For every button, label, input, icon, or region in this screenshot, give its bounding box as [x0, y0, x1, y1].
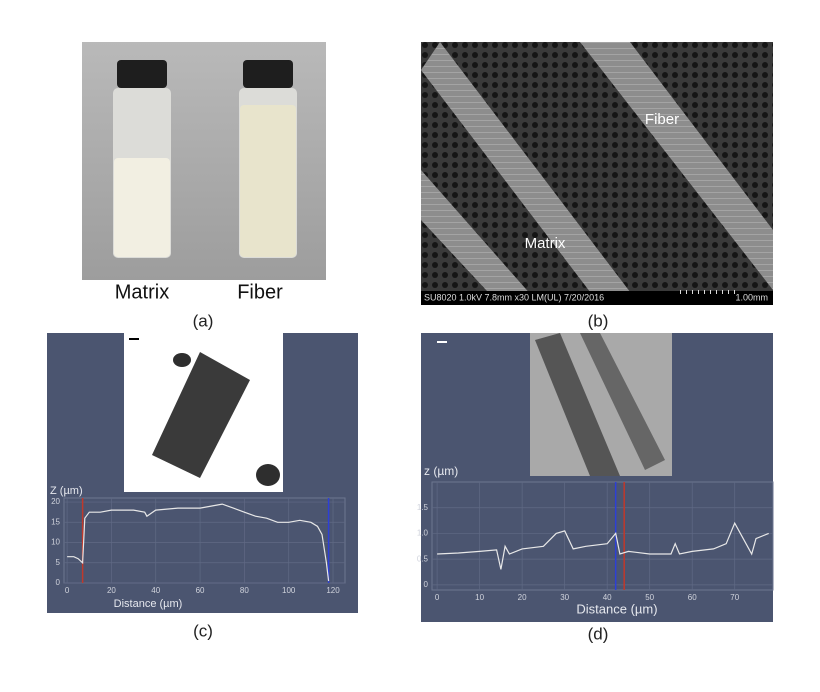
x-tick-label: 20	[107, 586, 116, 595]
y-tick-label: 0	[56, 578, 61, 587]
image-label: Fiber	[645, 111, 679, 128]
x-axis-label: Distance (µm)	[576, 601, 657, 616]
fiber-strand	[421, 42, 640, 305]
x-tick-label: 10	[475, 593, 484, 602]
x-tick-label: 60	[196, 586, 205, 595]
info-bar	[421, 291, 773, 305]
image-label: Matrix	[525, 235, 566, 252]
x-tick-label: 120	[326, 586, 340, 595]
sample-fiber	[535, 333, 620, 476]
y-tick-label: 0.5	[417, 554, 429, 563]
y-tick-label: 15	[51, 517, 60, 526]
panel-a: Matrix Fiber (a)	[82, 42, 326, 330]
x-tick-label: 0	[435, 593, 440, 602]
panel-b: Fiber Matrix SU8020 1.0kV 7.8mm x30 LM(U…	[421, 42, 773, 330]
vial-cap	[243, 60, 293, 88]
y-tick-label: 10	[51, 538, 60, 547]
x-tick-label: 30	[560, 593, 569, 602]
caption: (a)	[193, 311, 214, 330]
y-tick-label: 1.5	[417, 503, 429, 512]
fiber-material	[240, 105, 296, 257]
sample-fiber	[580, 333, 665, 470]
caption: (c)	[193, 621, 213, 640]
sample-particle	[173, 353, 191, 367]
sem-info: SU8020 1.0kV 7.8mm x30 LM(UL) 7/20/2016	[424, 292, 604, 302]
x-tick-label: 100	[282, 586, 296, 595]
x-axis-label: Distance (µm)	[114, 598, 183, 610]
caption: (b)	[588, 311, 609, 330]
x-tick-label: 50	[645, 593, 654, 602]
y-axis-label: z (µm)	[424, 464, 458, 478]
x-tick-label: 20	[518, 593, 527, 602]
fiber-strand	[580, 42, 773, 290]
sample-particle	[256, 464, 280, 486]
x-tick-label: 0	[65, 586, 70, 595]
x-tick-label: 40	[151, 586, 160, 595]
vial-label: Matrix	[115, 281, 169, 303]
caption: (d)	[588, 624, 609, 643]
y-tick-label: 0	[424, 580, 429, 589]
scale-text: 1.00mm	[735, 292, 768, 302]
x-tick-label: 80	[240, 586, 249, 595]
vial-cap	[117, 60, 167, 88]
matrix-powder	[114, 158, 170, 257]
label-strip	[82, 280, 326, 305]
x-tick-label: 60	[688, 593, 697, 602]
profile-line	[67, 503, 330, 582]
y-axis-label: Z (µm)	[50, 485, 83, 497]
x-tick-label: 70	[730, 593, 739, 602]
y-tick-label: 20	[51, 497, 60, 506]
y-tick-label: 5	[56, 558, 61, 567]
x-tick-label: 40	[603, 593, 612, 602]
profile-line	[437, 521, 769, 570]
y-tick-label: 1.0	[417, 529, 429, 538]
sample-particle	[152, 352, 250, 478]
vial-label: Fiber	[237, 281, 283, 303]
plot-area	[431, 481, 774, 591]
fiber-strand	[421, 170, 540, 305]
